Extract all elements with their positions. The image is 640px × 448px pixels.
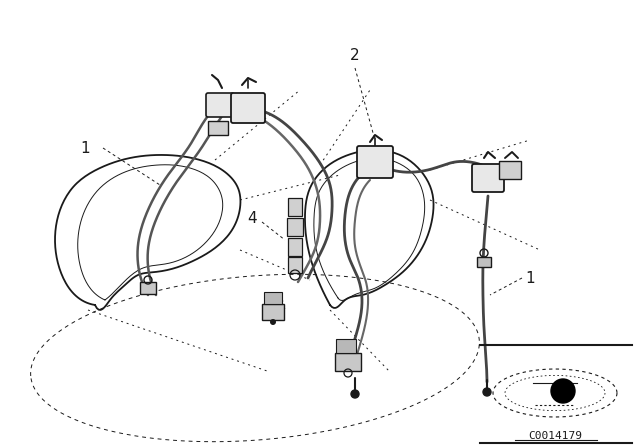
Bar	[499, 161, 521, 179]
Text: 1: 1	[80, 141, 90, 155]
Circle shape	[551, 379, 575, 403]
Text: C0014179: C0014179	[528, 431, 582, 441]
Bar	[264, 292, 282, 304]
Bar	[262, 304, 284, 320]
FancyBboxPatch shape	[206, 93, 234, 117]
Bar	[287, 218, 303, 236]
FancyBboxPatch shape	[231, 93, 265, 123]
Circle shape	[270, 319, 276, 325]
FancyBboxPatch shape	[357, 146, 393, 178]
Text: 3: 3	[275, 297, 285, 313]
Bar	[288, 257, 302, 273]
Circle shape	[483, 388, 491, 396]
FancyBboxPatch shape	[472, 164, 504, 192]
Bar	[335, 353, 361, 371]
Bar	[288, 238, 302, 256]
Text: 1: 1	[525, 271, 535, 285]
Circle shape	[351, 390, 359, 398]
Bar	[140, 282, 156, 294]
Text: 5: 5	[343, 348, 353, 362]
Text: 4: 4	[247, 211, 257, 225]
Bar	[477, 257, 491, 267]
Bar	[336, 339, 356, 353]
Text: 2: 2	[350, 47, 360, 63]
Bar	[288, 198, 302, 216]
Bar	[208, 121, 228, 135]
